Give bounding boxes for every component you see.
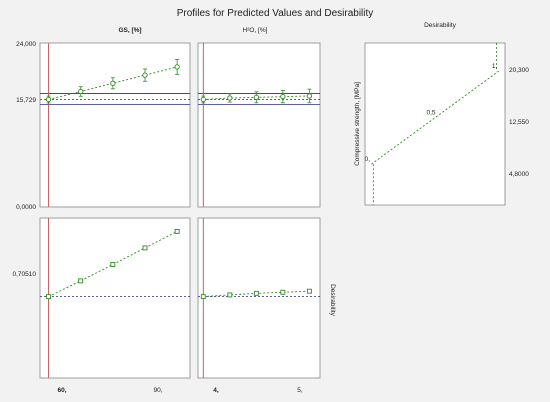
panel-strength-vs-h2o xyxy=(197,42,321,208)
desirability-axis-label: Desirability xyxy=(329,284,336,317)
data-point xyxy=(142,72,148,78)
data-point xyxy=(200,294,206,300)
panel-strength-vs-gs xyxy=(39,42,191,208)
data-point xyxy=(174,64,180,70)
data-point xyxy=(110,262,116,267)
data-point xyxy=(227,95,233,101)
data-point xyxy=(306,93,313,99)
h2o-x-tick-low: 4, xyxy=(213,387,219,394)
data-point xyxy=(253,94,259,100)
panel-desirability-function xyxy=(364,42,506,206)
data-point xyxy=(253,290,259,296)
data-point xyxy=(45,96,52,103)
desirability-point-label: 0,5 xyxy=(426,110,435,117)
data-point xyxy=(78,278,84,284)
strength-tick-low: 4,8000 xyxy=(509,171,529,178)
y-tick-label-desirability: 0,70510 xyxy=(13,271,37,278)
data-point xyxy=(78,88,84,95)
strength-tick-mid: 12,550 xyxy=(509,119,529,126)
strength-tick-high: 20,300 xyxy=(509,67,529,74)
chart-title: Profiles for Predicted Values and Desira… xyxy=(177,8,374,19)
data-point xyxy=(174,228,180,234)
h2o-x-tick-high: 5, xyxy=(297,387,303,394)
desirability-point-label: 1, xyxy=(492,63,498,70)
gs-x-tick-high: 90, xyxy=(153,387,162,394)
data-point xyxy=(142,245,148,251)
y-tick-label-top: 24,000 xyxy=(16,41,36,48)
data-point xyxy=(306,288,312,294)
data-point xyxy=(200,96,206,103)
data-point xyxy=(110,80,116,86)
y-tick-label-current: 15,729 xyxy=(16,97,36,104)
desirability-point-label: 0, xyxy=(365,156,371,163)
desirability-header: Desirability xyxy=(424,22,457,29)
gs-header: GS, [%] xyxy=(118,27,141,34)
profile-line xyxy=(48,231,178,298)
panel-desirability-vs-gs xyxy=(39,217,191,379)
data-point xyxy=(280,289,286,295)
data-point xyxy=(227,292,233,298)
data-point xyxy=(280,93,286,100)
gs-x-tick-low: 60, xyxy=(57,387,66,394)
data-point xyxy=(46,294,52,300)
y-tick-label-zero: 0,0000 xyxy=(16,204,36,211)
panel-desirability-vs-h2o xyxy=(197,217,321,379)
compressive-strength-axis-label: Compressive strength, [MPa] xyxy=(354,82,361,166)
h2o-header: H²O, [%] xyxy=(243,27,268,34)
